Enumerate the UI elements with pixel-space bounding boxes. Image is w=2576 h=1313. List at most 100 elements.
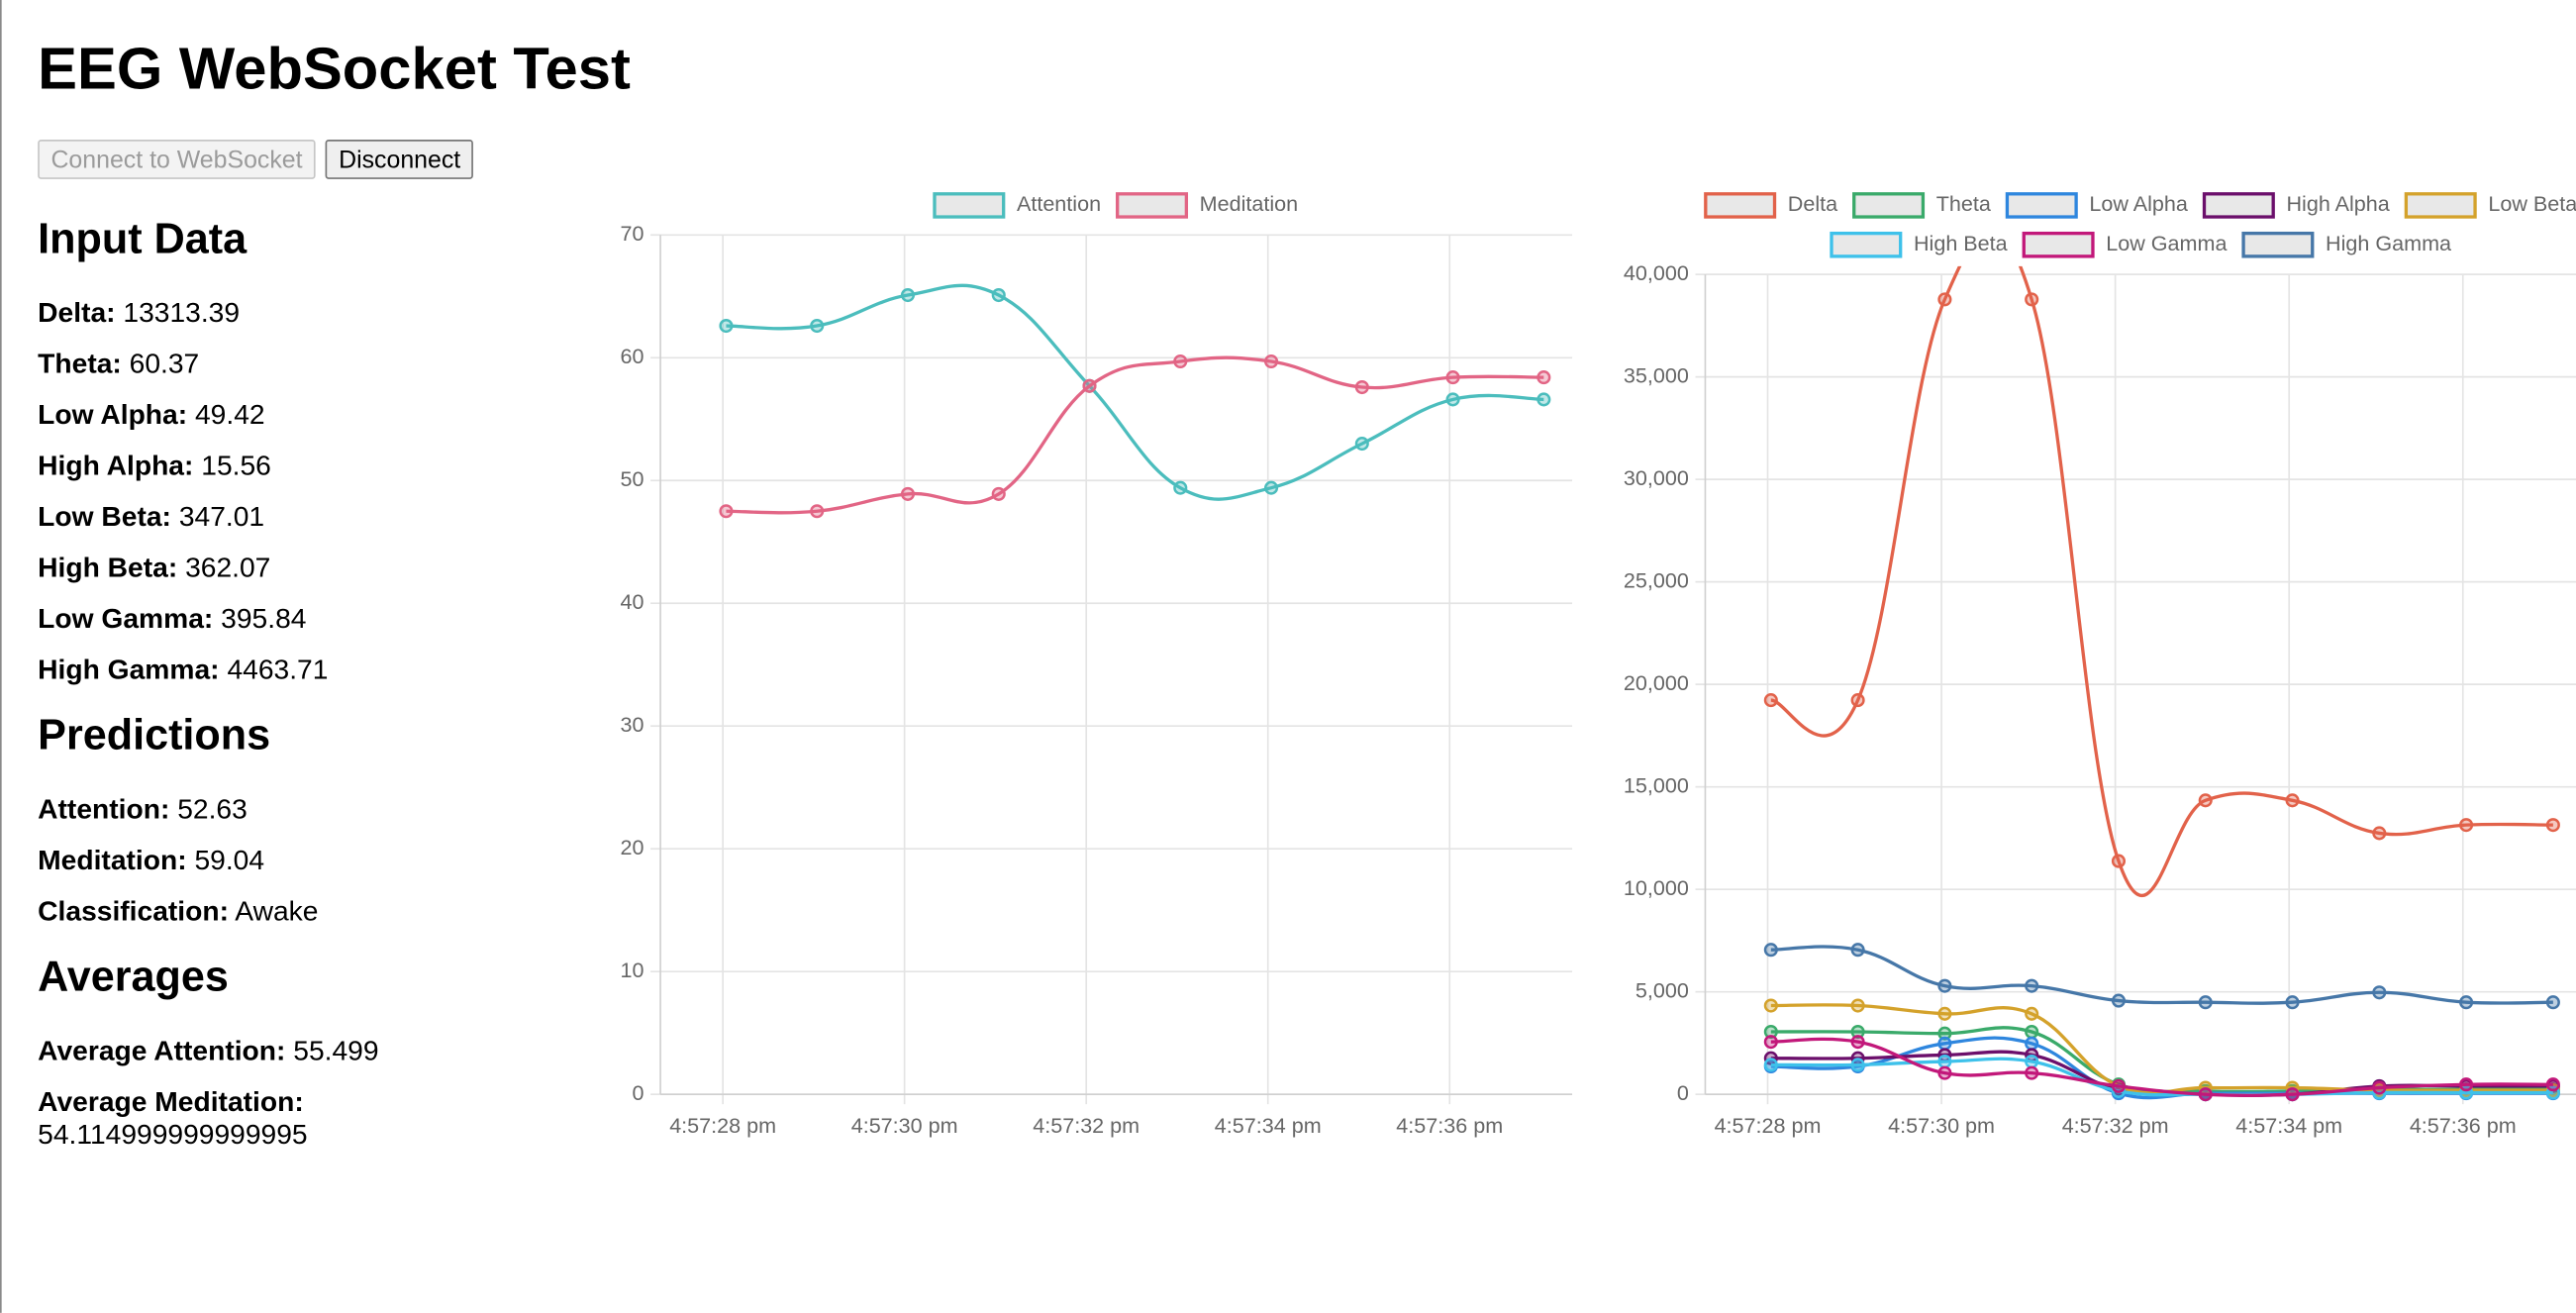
data-point <box>2372 985 2387 1000</box>
data-point <box>810 318 825 334</box>
legend-item: Low Gamma <box>2022 231 2227 258</box>
data-label: Delta: <box>38 297 116 329</box>
y-tick-label: 20 <box>621 835 644 859</box>
legend-swatch <box>1704 192 1777 219</box>
data-row: Low Beta: 347.01 <box>38 501 563 534</box>
data-label: Meditation: <box>38 844 187 876</box>
legend-swatch <box>1116 192 1189 219</box>
data-value: 347.01 <box>178 501 265 533</box>
disconnect-button[interactable]: Disconnect <box>325 140 474 179</box>
series-line <box>1770 265 2553 897</box>
data-point <box>2025 1006 2039 1021</box>
y-tick-label: 25,000 <box>1624 567 1689 592</box>
series-line <box>1770 1003 2553 1095</box>
connect-button: Connect to WebSocket <box>38 140 316 179</box>
data-point <box>1763 1035 1778 1050</box>
data-point <box>991 287 1006 303</box>
data-row: Classification: Awake <box>38 895 563 928</box>
legend-swatch <box>1830 231 1903 258</box>
legend-label: Attention <box>1017 191 1101 216</box>
legend-label: High Beta <box>1914 231 2008 255</box>
legend-item: Delta <box>1704 191 1837 219</box>
x-tick-label: 4:57:32 pm <box>2062 1113 2169 1138</box>
section-heading: Predictions <box>38 709 271 759</box>
data-point <box>2111 993 2127 1008</box>
data-point <box>2285 793 2300 808</box>
x-tick-label: 4:57:32 pm <box>1033 1113 1139 1138</box>
legend-swatch <box>2022 231 2095 258</box>
legend: Delta Theta Low Alpha High Alpha Low Beta Hig… <box>1704 191 2576 258</box>
y-tick-label: 15,000 <box>1624 772 1689 797</box>
data-value: 59.04 <box>194 844 265 876</box>
y-tick-label: 5,000 <box>1635 977 1689 1002</box>
data-row: Meditation: 59.04 <box>38 845 563 877</box>
data-point <box>2459 818 2474 833</box>
button-bar: Connect to WebSocket Disconnect <box>38 140 474 179</box>
data-point <box>1850 693 1865 708</box>
data-point <box>2545 1077 2560 1092</box>
data-point <box>900 486 916 501</box>
data-point <box>1263 480 1279 495</box>
data-value: 15.56 <box>201 450 271 482</box>
legend-swatch <box>2241 231 2315 258</box>
data-point <box>810 504 825 519</box>
data-value: 4463.71 <box>227 654 329 685</box>
data-point <box>1445 370 1460 385</box>
data-point <box>2025 292 2039 307</box>
y-tick-label: 40,000 <box>1624 260 1689 285</box>
data-point <box>1937 1054 1952 1069</box>
data-value: 395.84 <box>221 602 307 635</box>
y-tick-label: 20,000 <box>1624 670 1689 695</box>
data-point <box>2111 854 2127 868</box>
legend-item: Low Alpha <box>2005 191 2188 219</box>
data-row: Average Attention: 55.499 <box>38 1035 563 1067</box>
data-point <box>2285 995 2300 1010</box>
data-point <box>1763 1058 1778 1072</box>
series-group <box>1763 265 2560 1102</box>
x-tick-label: 4:57:34 pm <box>1215 1113 1322 1138</box>
data-label: Average Meditation: <box>38 1085 304 1118</box>
page-title: EEG WebSocket Test <box>38 34 631 102</box>
data-point <box>1850 1058 1865 1072</box>
data-point <box>1536 370 1551 385</box>
series-line <box>726 355 1544 515</box>
data-point <box>1763 998 1778 1013</box>
y-tick-label: 10 <box>621 958 644 982</box>
x-tick-label: 4:57:28 pm <box>669 1113 776 1138</box>
data-point <box>2025 1036 2039 1051</box>
data-point <box>2285 1087 2300 1102</box>
data-row: Average Meditation: 54.114999999999995 <box>38 1086 563 1152</box>
data-row: High Alpha: 15.56 <box>38 451 563 483</box>
legend: Attention Meditation <box>933 191 1299 219</box>
legend-label: High Alpha <box>2286 191 2389 216</box>
legend-label: Theta <box>1936 191 1991 216</box>
data-row: Low Gamma: 395.84 <box>38 603 563 636</box>
data-point <box>1763 693 1778 708</box>
y-tick-label: 10,000 <box>1624 875 1689 900</box>
data-point <box>1850 1035 1865 1050</box>
legend-item: Theta <box>1852 191 1991 219</box>
data-point <box>1763 943 1778 958</box>
legend-item: Meditation <box>1116 191 1299 219</box>
legend-label: Meditation <box>1200 191 1299 216</box>
data-point <box>1937 1036 1952 1051</box>
x-tick-label: 4:57:36 pm <box>1396 1113 1503 1138</box>
data-point <box>2545 818 2560 833</box>
x-tick-label: 4:57:30 pm <box>1888 1113 1995 1138</box>
data-value: 52.63 <box>177 793 248 826</box>
legend-label: Delta <box>1788 191 1837 216</box>
line-chart: 0 10 20 30 40 50 60 70 4:57:28 pm 4:57:30 pm 4:57:… <box>621 191 1573 1138</box>
data-point <box>1082 378 1097 393</box>
data-label: High Beta: <box>38 552 178 584</box>
legend-item: Attention <box>933 191 1101 219</box>
data-value: 49.42 <box>194 399 265 431</box>
data-label: Classification: <box>38 895 229 927</box>
y-tick-label: 35,000 <box>1624 362 1689 387</box>
data-row: High Gamma: 4463.71 <box>38 654 563 686</box>
legend-label: Low Gamma <box>2106 231 2227 255</box>
data-panel: Input Data Delta: 13313.39 Theta: 60.37 Low… <box>38 209 563 1170</box>
data-row: Delta: 13313.39 <box>38 297 563 330</box>
data-point <box>2111 1078 2127 1093</box>
legend-label: Low Beta <box>2488 191 2576 216</box>
